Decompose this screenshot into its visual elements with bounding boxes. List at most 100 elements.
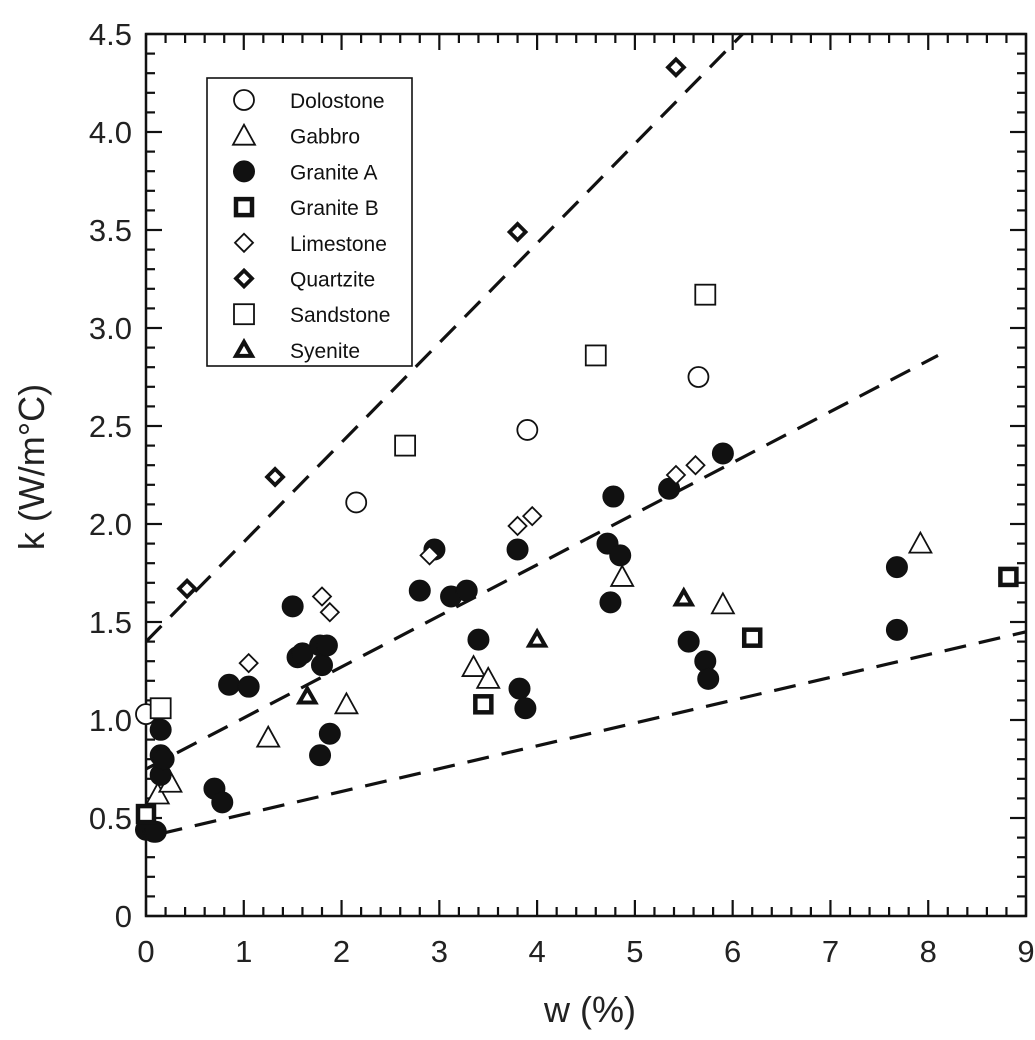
legend-item-dolostone: Dolostone <box>233 89 385 113</box>
point-dolostone <box>516 419 539 441</box>
point-granite-a <box>885 618 908 641</box>
y-tick-label: 4.5 <box>89 17 132 52</box>
point-limestone <box>507 515 528 537</box>
legend-item-quartzite: Quartzite <box>233 267 375 292</box>
y-tick-label: 0 <box>115 899 132 934</box>
series-quartzite <box>176 56 687 600</box>
legend-item-granite-b: Granite B <box>233 196 379 220</box>
point-granite-a <box>599 591 622 614</box>
point-limestone <box>665 464 687 486</box>
legend-marker-gabbro <box>231 122 257 146</box>
point-granite-a <box>514 697 537 720</box>
point-gabbro <box>255 724 281 748</box>
y-tick-label: 1.5 <box>89 605 132 640</box>
x-tick-label: 5 <box>626 934 643 969</box>
point-limestone <box>685 454 706 476</box>
point-sandstone <box>394 434 417 457</box>
point-dolostone <box>345 491 368 514</box>
legend-marker-syenite <box>232 337 256 358</box>
x-tick-label: 4 <box>528 934 545 969</box>
point-granite-a <box>237 675 260 698</box>
point-granite-a <box>315 634 338 657</box>
point-gabbro <box>461 654 487 677</box>
y-axis-title: k (W/m°C) <box>11 384 52 550</box>
legend-label-sandstone: Sandstone <box>290 304 390 327</box>
series-granite-b <box>135 566 1019 825</box>
series-granite-a <box>135 442 908 843</box>
point-limestone <box>521 505 543 527</box>
point-granite-a <box>408 579 431 602</box>
point-sandstone <box>694 283 717 306</box>
point-granite-b <box>135 803 157 825</box>
legend-marker-dolostone <box>233 89 255 111</box>
point-granite-a <box>309 744 332 767</box>
y-tick-label: 2.0 <box>89 507 132 542</box>
series-syenite <box>295 586 696 705</box>
point-gabbro <box>609 564 635 587</box>
series-limestone <box>238 454 706 674</box>
point-gabbro <box>907 530 933 554</box>
legend-item-gabbro: Gabbro <box>231 122 360 149</box>
trend-line-1 <box>146 34 745 643</box>
axis-labels-group: 0 1 2 3 4 5 6 7 8 9 0 0.5 1.0 1.5 2.0 2.5 3.0 3.5 4.0 4.5 w … <box>11 17 1035 1030</box>
legend-marker-limestone <box>233 232 255 254</box>
point-quartzite <box>506 221 529 243</box>
point-syenite <box>672 586 696 607</box>
point-granite-a <box>152 748 175 771</box>
legend-label-quartzite: Quartzite <box>290 269 375 292</box>
point-limestone <box>311 586 333 607</box>
legend-item-syenite: Syenite <box>232 337 360 363</box>
y-tick-label: 1.0 <box>89 703 132 738</box>
legend-item-sandstone: Sandstone <box>233 303 390 327</box>
legend: Dolostone Gabbro Granite A Granite B Limesto… <box>206 77 413 367</box>
legend-label-granite-a: Granite A <box>290 161 378 184</box>
point-granite-a <box>149 718 172 741</box>
legend-label-limestone: Limestone <box>290 233 387 256</box>
point-granite-a <box>711 442 734 465</box>
data-points-group <box>135 56 1019 843</box>
point-granite-a <box>211 791 234 814</box>
series-sandstone <box>149 283 717 720</box>
point-syenite <box>295 684 319 705</box>
y-tick-label: 3.0 <box>89 311 132 346</box>
point-granite-a <box>885 556 908 579</box>
point-limestone <box>238 652 259 674</box>
plot-frame <box>144 32 1028 918</box>
point-granite-b <box>998 566 1019 588</box>
legend-label-dolostone: Dolostone <box>290 90 385 113</box>
y-tick-label: 4.0 <box>89 115 132 150</box>
point-sandstone <box>149 697 172 720</box>
point-syenite <box>525 627 549 648</box>
point-granite-b <box>741 627 763 648</box>
point-gabbro <box>475 665 501 689</box>
y-tick-label: 0.5 <box>89 801 132 836</box>
point-limestone <box>319 601 341 623</box>
point-gabbro <box>333 691 359 715</box>
y-tick-label: 2.5 <box>89 409 132 444</box>
legend-item-granite-a: Granite A <box>233 160 378 184</box>
point-granite-a <box>144 820 167 843</box>
x-tick-label: 3 <box>431 934 448 969</box>
trend-line-2 <box>146 354 939 771</box>
trend-line-3 <box>160 630 1026 836</box>
point-dolostone <box>687 366 710 388</box>
point-granite-a <box>311 654 333 677</box>
legend-label-syenite: Syenite <box>290 340 360 363</box>
legend-item-limestone: Limestone <box>233 232 387 256</box>
x-tick-label: 8 <box>920 934 937 969</box>
point-sandstone <box>584 344 607 367</box>
legend-marker-granite-a <box>233 160 255 183</box>
point-granite-a <box>506 538 529 561</box>
y-tick-label: 3.5 <box>89 213 132 248</box>
point-granite-a <box>602 485 625 508</box>
plot-frame-group <box>144 32 1028 918</box>
point-granite-a <box>508 677 531 700</box>
point-quartzite <box>176 577 198 600</box>
point-granite-a <box>609 544 632 567</box>
x-axis-title: w (%) <box>543 989 636 1030</box>
point-granite-a <box>467 628 490 651</box>
point-granite-a <box>677 630 700 653</box>
x-tick-label: 0 <box>137 934 154 969</box>
